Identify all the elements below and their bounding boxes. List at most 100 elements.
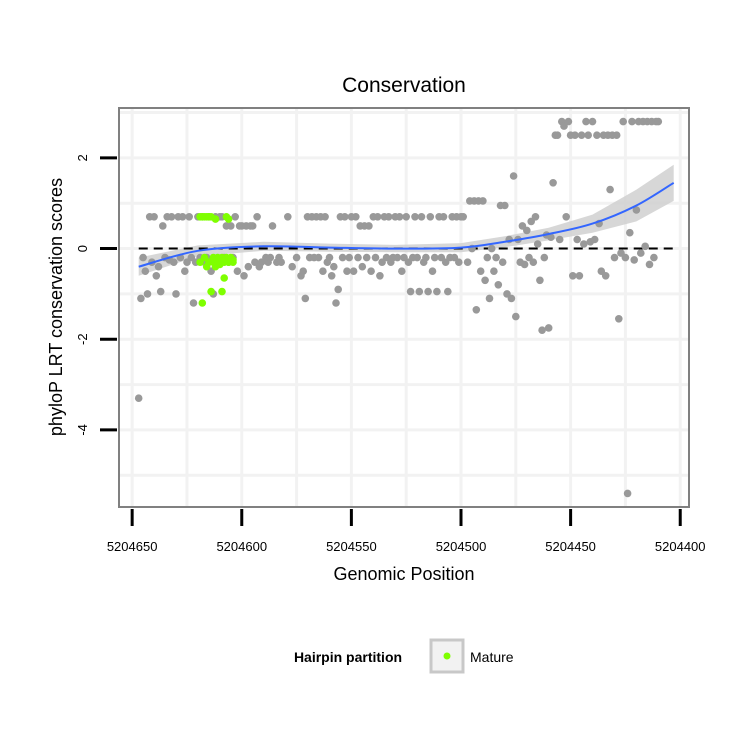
smooth-layer bbox=[138, 181, 675, 268]
data-point bbox=[393, 253, 402, 262]
x-tick-label: 5204400 bbox=[655, 539, 706, 554]
data-point bbox=[288, 262, 297, 271]
data-point bbox=[325, 253, 334, 262]
data-point bbox=[233, 267, 242, 276]
data-point bbox=[402, 213, 411, 221]
data-point bbox=[430, 253, 439, 262]
data-point bbox=[248, 222, 257, 230]
data-point bbox=[650, 253, 658, 262]
data-point bbox=[501, 201, 509, 210]
data-point-mature bbox=[211, 215, 220, 223]
data-point bbox=[354, 253, 362, 262]
y-tick-label: -4 bbox=[75, 424, 90, 436]
y-tick-label: 2 bbox=[75, 154, 90, 161]
data-point bbox=[358, 262, 367, 271]
data-point bbox=[593, 131, 601, 139]
data-point bbox=[154, 262, 163, 271]
data-point bbox=[483, 253, 492, 262]
data-point bbox=[266, 253, 275, 262]
data-point bbox=[284, 213, 292, 221]
data-point bbox=[632, 206, 641, 214]
data-point-mature bbox=[224, 215, 233, 223]
data-point bbox=[373, 213, 382, 221]
data-point bbox=[415, 287, 424, 296]
data-point bbox=[564, 117, 573, 126]
y-axis: 2 0 -2 -4 bbox=[75, 154, 117, 436]
data-point bbox=[172, 290, 180, 298]
data-point bbox=[334, 285, 343, 294]
data-point bbox=[555, 235, 564, 244]
data-point bbox=[531, 213, 540, 221]
data-point bbox=[413, 253, 422, 262]
data-point bbox=[314, 253, 323, 262]
data-point bbox=[582, 117, 590, 126]
data-point bbox=[292, 253, 301, 262]
points-layer bbox=[134, 117, 663, 498]
data-point bbox=[444, 287, 452, 296]
legend-title: Hairpin partition bbox=[294, 649, 402, 665]
data-point bbox=[159, 222, 167, 230]
data-point-mature bbox=[198, 299, 207, 307]
data-point bbox=[615, 315, 623, 323]
data-point bbox=[338, 253, 347, 262]
y-axis-title: phyloP LRT conservation scores bbox=[46, 178, 66, 436]
chart-title: Conservation bbox=[342, 74, 466, 97]
data-point bbox=[321, 213, 329, 221]
data-point bbox=[134, 394, 143, 403]
data-point bbox=[654, 117, 663, 126]
data-point bbox=[481, 276, 489, 285]
data-point bbox=[472, 306, 481, 314]
data-point bbox=[533, 240, 542, 248]
legend-key-mature-dot bbox=[443, 652, 451, 660]
data-point bbox=[463, 258, 472, 267]
data-point bbox=[143, 290, 152, 298]
data-point bbox=[507, 294, 516, 303]
data-point bbox=[619, 117, 627, 126]
data-point bbox=[417, 213, 426, 221]
data-point bbox=[178, 213, 187, 221]
data-point bbox=[509, 172, 518, 180]
data-point bbox=[487, 244, 496, 253]
data-point bbox=[549, 179, 557, 187]
legend-label-mature: Mature bbox=[470, 649, 514, 665]
data-point bbox=[571, 131, 579, 139]
data-point bbox=[349, 267, 358, 276]
data-point bbox=[139, 253, 147, 262]
data-point bbox=[167, 213, 176, 221]
x-tick-label: 5204600 bbox=[216, 539, 267, 554]
data-point bbox=[156, 287, 165, 296]
data-point bbox=[301, 294, 310, 303]
data-point bbox=[520, 260, 529, 269]
data-point bbox=[384, 213, 393, 221]
data-point bbox=[637, 249, 645, 257]
data-point bbox=[327, 272, 336, 280]
data-point bbox=[319, 267, 327, 276]
data-point bbox=[494, 281, 503, 289]
data-point bbox=[343, 267, 351, 276]
data-point bbox=[575, 272, 584, 280]
smooth-trend-line bbox=[138, 181, 675, 268]
data-point bbox=[330, 262, 338, 271]
data-point bbox=[299, 267, 308, 276]
data-point bbox=[231, 213, 239, 221]
data-point-mature bbox=[218, 287, 226, 296]
data-point bbox=[512, 312, 520, 321]
data-point bbox=[352, 213, 360, 221]
data-point bbox=[424, 287, 432, 296]
data-point bbox=[590, 235, 599, 244]
data-point bbox=[498, 258, 507, 267]
data-point bbox=[426, 213, 435, 221]
data-point bbox=[621, 253, 630, 262]
data-point-mature bbox=[220, 274, 228, 282]
data-point bbox=[398, 267, 406, 276]
data-point bbox=[610, 253, 619, 262]
data-point bbox=[641, 242, 649, 251]
data-point bbox=[547, 233, 555, 241]
x-axis-title: Genomic Position bbox=[333, 564, 474, 584]
data-point bbox=[492, 253, 500, 262]
data-point bbox=[601, 272, 610, 280]
x-tick-label: 5204450 bbox=[545, 539, 596, 554]
y-tick-label: -2 bbox=[75, 333, 90, 345]
data-point bbox=[588, 117, 597, 126]
